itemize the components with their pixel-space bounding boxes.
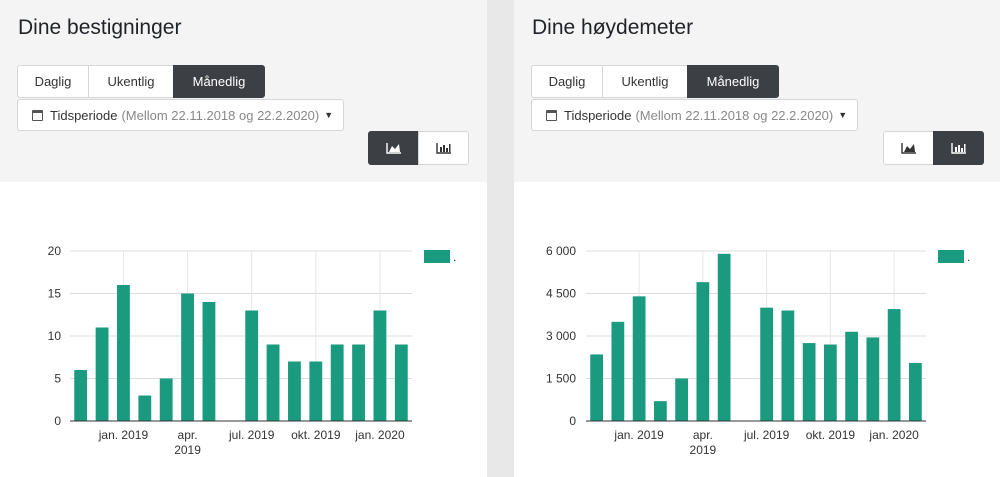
bar[interactable]: [394, 344, 408, 422]
bar[interactable]: [245, 310, 259, 422]
tab-weekly[interactable]: Ukentlig: [602, 65, 688, 98]
bar-chart-icon: [435, 143, 451, 154]
bar[interactable]: [309, 361, 323, 422]
bar[interactable]: [181, 293, 194, 422]
x-tick-label: jan. 2019: [98, 428, 149, 442]
panel-title: Dine høydemeter: [532, 16, 694, 39]
bar[interactable]: [373, 310, 387, 422]
bar-chart-button[interactable]: [933, 131, 984, 165]
bar[interactable]: [138, 395, 152, 422]
period-range: (Mellom 22.11.2018 og 22.2.2020): [121, 107, 320, 123]
bar[interactable]: [909, 362, 922, 421]
tab-monthly[interactable]: Månedlig: [687, 65, 779, 98]
chart-type-toggle: [883, 131, 984, 165]
bar[interactable]: [675, 378, 688, 422]
climbs-bar-chart: 0 5 10 15 20 jan. 2019 apr.2019 jul. 2019 okt. 2…: [48, 244, 457, 457]
bar[interactable]: [288, 361, 301, 422]
period-range: (Mellom 22.11.2018 og 22.2.2020): [635, 107, 834, 123]
y-tick-label: 6 000: [546, 244, 576, 258]
legend-label: .: [967, 250, 970, 264]
bar[interactable]: [74, 370, 88, 421]
bar[interactable]: [696, 282, 710, 421]
bar[interactable]: [760, 307, 773, 421]
area-chart-button[interactable]: [368, 131, 419, 165]
y-tick-label: 3 000: [546, 329, 576, 343]
x-tick-label: apr.: [178, 428, 198, 442]
y-tick-label: 10: [48, 329, 62, 343]
bar[interactable]: [330, 344, 344, 422]
x-tick-label: 2019: [174, 443, 201, 457]
y-tick-label: 0: [569, 414, 576, 428]
bar[interactable]: [202, 302, 216, 421]
tab-monthly[interactable]: Månedlig: [173, 65, 265, 98]
period-granularity-tabs: Daglig Ukentlig Månedlig: [17, 65, 265, 98]
caret-down-icon: ▼: [324, 110, 334, 120]
period-dropdown[interactable]: Tidsperiode (Mellom 22.11.2018 og 22.2.2…: [17, 99, 345, 131]
bar[interactable]: [159, 378, 173, 422]
y-tick-label: 4 500: [546, 287, 576, 301]
bar-chart-icon: [950, 143, 966, 154]
bar[interactable]: [717, 253, 731, 421]
bar[interactable]: [654, 401, 667, 421]
panel-header: Dine bestigninger Daglig Ukentlig Månedl…: [0, 0, 487, 182]
bar[interactable]: [352, 344, 365, 422]
y-tick-label: 20: [48, 244, 62, 258]
x-tick-label: apr.: [693, 428, 713, 442]
period-label: Tidsperiode: [50, 107, 118, 123]
chart-area: [0, 182, 487, 477]
x-tick-label: jul. 2019: [743, 428, 790, 442]
x-tick-label: 2019: [690, 443, 717, 457]
calendar-icon: [32, 109, 43, 121]
bar[interactable]: [845, 331, 858, 421]
x-tick-label: okt. 2019: [806, 428, 856, 442]
period-label: Tidsperiode: [564, 107, 632, 123]
legend-swatch: [938, 250, 964, 263]
caret-down-icon: ▼: [838, 110, 848, 120]
tab-daily[interactable]: Daglig: [17, 65, 89, 98]
period-granularity-tabs: Daglig Ukentlig Månedlig: [531, 65, 779, 98]
period-dropdown[interactable]: Tidsperiode (Mellom 22.11.2018 og 22.2.2…: [531, 99, 859, 131]
bar[interactable]: [632, 296, 646, 421]
bar[interactable]: [802, 343, 816, 421]
bar-chart-button[interactable]: [418, 131, 469, 165]
elevation-bar-chart: 0 1 500 3 000 4 500 6 000 jan. 2019 apr.2019 ju…: [546, 244, 970, 457]
panel-header: Dine høydemeter Daglig Ukentlig Månedlig…: [514, 0, 1000, 182]
bar[interactable]: [590, 354, 603, 421]
tab-daily[interactable]: Daglig: [531, 65, 603, 98]
area-chart-icon: [900, 143, 916, 154]
y-tick-label: 15: [48, 287, 62, 301]
chart-area: [514, 182, 1000, 477]
chart-type-toggle: [368, 131, 469, 165]
bar[interactable]: [887, 309, 901, 421]
x-tick-label: jan. 2020: [354, 428, 405, 442]
bar[interactable]: [117, 285, 130, 421]
bar[interactable]: [866, 337, 880, 421]
legend-swatch: [424, 250, 450, 263]
tab-weekly[interactable]: Ukentlig: [88, 65, 174, 98]
area-chart-button[interactable]: [883, 131, 934, 165]
panel-title: Dine bestigninger: [18, 16, 182, 39]
x-tick-label: jan. 2020: [868, 428, 919, 442]
x-tick-label: jul. 2019: [228, 428, 275, 442]
bar[interactable]: [824, 344, 837, 422]
bar[interactable]: [95, 327, 109, 422]
y-tick-label: 5: [54, 372, 61, 386]
legend-label: .: [453, 250, 456, 264]
x-tick-label: jan. 2019: [613, 428, 664, 442]
calendar-icon: [546, 109, 557, 121]
x-tick-label: okt. 2019: [291, 428, 341, 442]
bar[interactable]: [781, 310, 795, 422]
area-chart-icon: [385, 143, 401, 154]
y-tick-label: 1 500: [546, 372, 576, 386]
y-tick-label: 0: [54, 414, 61, 428]
bar[interactable]: [611, 321, 625, 421]
bar[interactable]: [266, 344, 280, 422]
